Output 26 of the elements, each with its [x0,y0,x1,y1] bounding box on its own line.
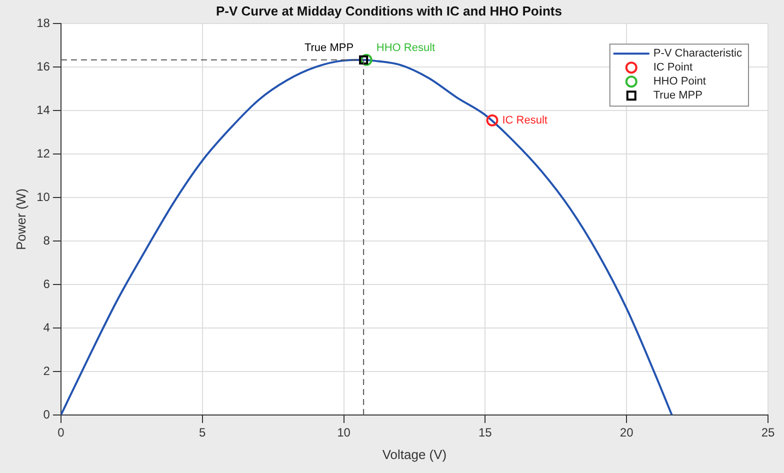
y-tick-label: 4 [43,320,50,334]
x-tick-label: 5 [199,426,206,440]
y-tick-label: 6 [43,276,50,291]
x-axis-title: Voltage (V) [382,446,447,462]
annotation: True MPP [304,42,354,54]
x-tick-label: 15 [478,426,492,440]
annotation: HHO Result [376,42,436,54]
y-tick-label: 0 [43,407,50,422]
annotation: IC Result [502,114,548,126]
y-axis-title: Power (W) [13,188,28,250]
legend-label: IC Point [653,62,693,74]
y-tick-label: 10 [36,190,50,204]
y-tick-label: 12 [36,146,50,160]
x-tick-label: 10 [337,426,351,440]
y-tick-label: 18 [36,16,50,30]
y-tick-label: 2 [43,364,50,378]
legend-label: True MPP [653,90,702,102]
y-tick-label: 16 [36,59,50,74]
x-tick-label: 25 [761,426,775,440]
x-tick-label: 20 [620,426,634,440]
legend-label: P-V Characteristic [653,48,742,60]
legend-label: HHO Point [653,76,706,88]
chart-title: P-V Curve at Midday Conditions with IC and HHO Points [216,3,562,18]
y-tick-label: 14 [36,102,50,117]
x-tick-label: 0 [58,426,65,440]
y-tick-label: 8 [43,233,50,248]
